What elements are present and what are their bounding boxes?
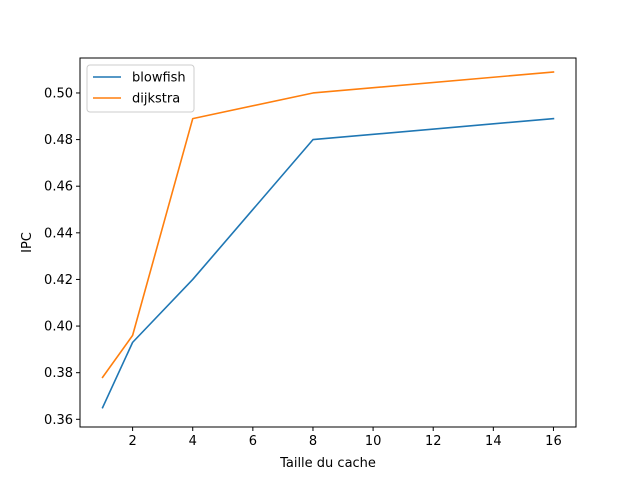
series-line-dijkstra (101, 71, 555, 379)
y-tick-label: 0.38 (44, 366, 73, 381)
series-layer (101, 71, 555, 409)
x-tick-label: 8 (309, 434, 317, 449)
x-axis-label: Taille du cache (279, 456, 376, 471)
legend-label-blowfish: blowfish (132, 71, 186, 86)
y-tick-label: 0.44 (44, 226, 73, 241)
legend: blowfish dijkstra (86, 64, 195, 113)
x-tick-label: 14 (485, 434, 502, 449)
y-axis-label: IPC (20, 232, 35, 253)
y-axis: 0.36 0.38 0.40 0.42 0.44 0.46 0.48 0.50 (44, 86, 80, 428)
y-tick-label: 0.46 (44, 180, 73, 195)
x-tick-label: 10 (365, 434, 382, 449)
plot-frame (79, 57, 577, 428)
x-tick-label: 6 (249, 434, 257, 449)
x-tick-label: 2 (128, 434, 136, 449)
y-tick-label: 0.36 (44, 413, 73, 428)
x-tick-label: 12 (425, 434, 442, 449)
y-tick-label: 0.48 (44, 133, 73, 148)
series-line-blowfish (101, 117, 555, 409)
y-tick-label: 0.50 (44, 86, 73, 101)
y-tick-label: 0.40 (44, 320, 73, 335)
x-tick-label: 16 (545, 434, 562, 449)
y-tick-label: 0.42 (44, 273, 73, 288)
legend-label-dijkstra: dijkstra (132, 92, 180, 107)
x-axis: 2 4 6 8 10 12 14 16 (128, 427, 562, 449)
x-tick-label: 4 (189, 434, 197, 449)
